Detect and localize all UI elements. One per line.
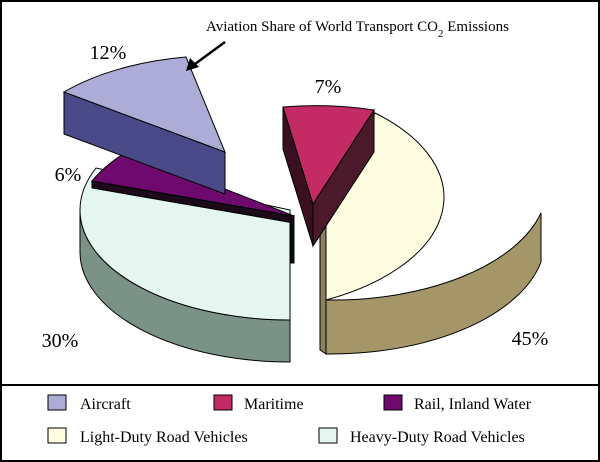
slice-top-aircraft [62, 56, 226, 153]
annotation-arrowhead [186, 58, 199, 71]
legend-swatch-heavy-duty [318, 427, 338, 444]
slice-top-maritime [282, 105, 375, 206]
legend-swatch-maritime [213, 394, 233, 411]
slice-side-light-duty [325, 212, 542, 355]
legend-label-aircraft: Aircraft [80, 396, 131, 413]
legend-swatch-aircraft [47, 394, 67, 411]
label-rail-inland-water: 6% [55, 164, 82, 186]
legend-label-maritime: Maritime [244, 396, 304, 413]
legend-label-light-duty: Light-Duty Road Vehicles [80, 429, 248, 446]
slice-aircraft [62, 56, 226, 195]
label-maritime: 7% [315, 76, 342, 98]
label-heavy-duty: 30% [42, 330, 79, 352]
legend-label-heavy-duty: Heavy-Duty Road Vehicles [350, 429, 525, 446]
annotation-arrow-shaft [194, 40, 226, 66]
slice-side-rail-cut [290, 214, 295, 264]
annotation-title: Aviation Share of World Transport CO2 Em… [206, 19, 509, 40]
label-aircraft: 12% [90, 42, 127, 64]
label-light-duty: 45% [512, 328, 549, 350]
legend-label-rail-inland-water: Rail, Inland Water [414, 396, 532, 413]
slice-rail-inland-water [91, 150, 295, 264]
legend-swatch-light-duty [47, 427, 67, 444]
slice-maritime [282, 105, 375, 248]
legend-swatch-rail-inland-water [383, 394, 403, 411]
legend: Aircraft Maritime Rail, Inland Water Lig… [47, 394, 532, 446]
